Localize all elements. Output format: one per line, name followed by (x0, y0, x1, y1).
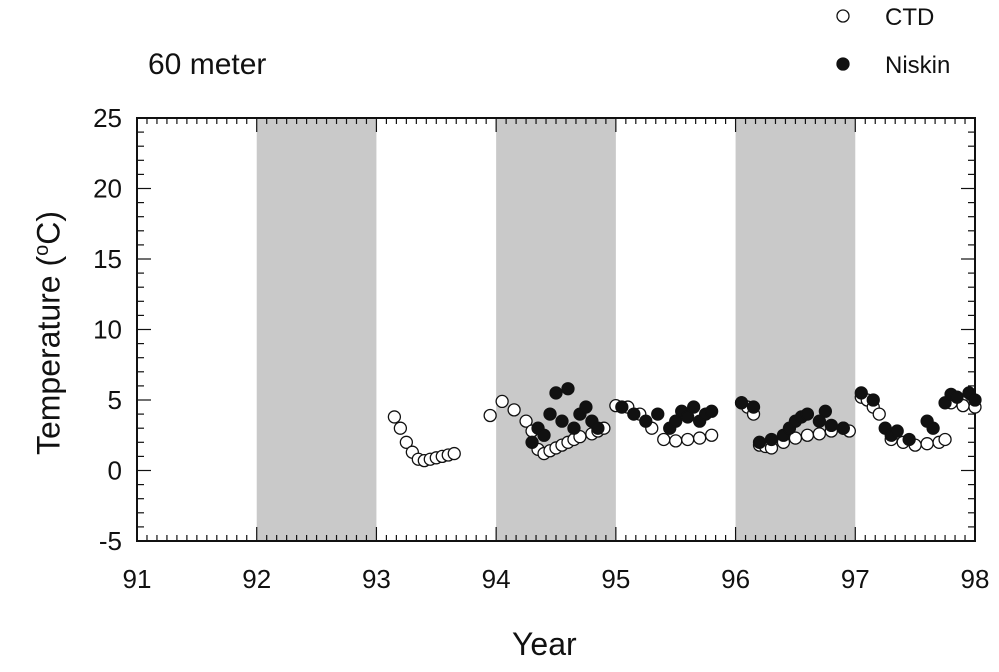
niskin-point (824, 418, 838, 433)
y-tick-label: 20 (93, 174, 122, 204)
ctd-point (938, 432, 952, 447)
niskin-point (525, 435, 539, 449)
niskin-series (525, 382, 982, 449)
y-tick-label: -5 (99, 526, 122, 556)
niskin-point (687, 400, 701, 414)
niskin-point (836, 421, 850, 435)
ctd-point (495, 394, 509, 409)
ctd-point (693, 431, 707, 445)
legend-label-niskin: Niskin (885, 52, 951, 79)
y-axis-title-end: C) (30, 210, 67, 245)
shaded-year-bands (256, 118, 856, 541)
ctd-point (387, 410, 402, 424)
ctd-point (800, 428, 815, 442)
niskin-point (579, 400, 593, 414)
niskin-point (746, 400, 761, 414)
x-tick-label: 98 (961, 564, 990, 594)
ctd-point (483, 408, 497, 423)
legend-label-ctd: CTD (885, 4, 935, 31)
niskin-point (639, 414, 653, 428)
y-tick-label: 15 (93, 244, 122, 274)
niskin-point (591, 421, 605, 435)
niskin-point (926, 421, 940, 435)
ctd-point (920, 437, 934, 451)
legend-ctd-marker (836, 9, 850, 23)
y-tick-label: 10 (93, 315, 122, 345)
y-axis-title-main: Temperature ( (30, 255, 67, 456)
shaded-band-2 (735, 118, 856, 541)
niskin-point (812, 414, 827, 428)
niskin-point (734, 396, 749, 410)
niskin-point (818, 404, 833, 418)
niskin-point (854, 386, 868, 400)
ctd-point (872, 407, 886, 421)
ctd-point (704, 428, 719, 442)
niskin-point (561, 382, 575, 396)
shaded-band-1 (496, 118, 616, 541)
niskin-point (752, 435, 767, 449)
niskin-point (704, 404, 719, 418)
niskin-point (549, 386, 563, 400)
ctd-point (812, 427, 827, 441)
y-axis-title: Temperature (oC) (31, 211, 68, 455)
x-axis-title: Year (512, 626, 577, 662)
niskin-point (651, 407, 665, 421)
niskin-point (627, 407, 641, 421)
niskin-point (669, 414, 683, 428)
legend-niskin-marker (836, 57, 850, 71)
ctd-point (447, 446, 461, 461)
niskin-point (555, 414, 569, 428)
ctd-point (507, 403, 521, 417)
y-tick-label: 25 (93, 103, 122, 133)
niskin-point (543, 407, 557, 421)
y-tick-label: 0 (108, 456, 122, 486)
y-axis-title-degree: o (30, 244, 53, 256)
x-tick-label: 96 (721, 564, 750, 594)
niskin-point (902, 432, 916, 447)
y-tick-label: 5 (108, 385, 122, 415)
shaded-band-0 (256, 118, 377, 541)
niskin-point (537, 428, 551, 442)
niskin-point (866, 393, 880, 407)
x-tick-label: 97 (841, 564, 870, 594)
niskin-point (890, 424, 904, 438)
x-tick-label: 93 (362, 564, 391, 594)
niskin-point (950, 390, 964, 404)
ctd-point (399, 435, 414, 449)
panel-title: 60 meter (148, 48, 267, 81)
x-tick-label: 91 (123, 564, 152, 594)
ctd-point (669, 434, 683, 448)
ctd-point (657, 432, 671, 447)
niskin-point (800, 407, 815, 421)
niskin-point (567, 421, 581, 435)
tick-labels: 91 92 93 94 95 96 97 98 -5 0 5 10 15 20 25 (93, 103, 989, 594)
niskin-point (968, 393, 982, 407)
ctd-point (519, 414, 533, 428)
x-tick-label: 95 (601, 564, 630, 594)
niskin-point (681, 410, 695, 424)
ctd-point (393, 421, 408, 435)
ctd-point (681, 432, 695, 447)
plot-frame (136, 117, 976, 542)
niskin-point (615, 400, 629, 414)
x-tick-label: 92 (242, 564, 271, 594)
x-tick-label: 94 (482, 564, 511, 594)
niskin-point (764, 432, 779, 447)
